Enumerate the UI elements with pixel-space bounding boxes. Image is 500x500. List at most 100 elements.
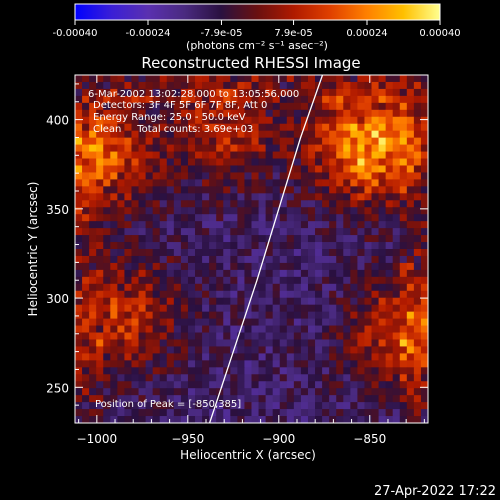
heatmap-cell [357, 75, 365, 83]
heatmap-cell [230, 242, 238, 250]
heatmap-cell [202, 269, 210, 278]
heatmap-cell [371, 158, 379, 166]
heatmap-cell [350, 214, 358, 222]
heatmap-cell [378, 395, 387, 403]
heatmap-cell [251, 186, 259, 194]
heatmap-cell [336, 332, 344, 340]
heatmap-cell [209, 360, 217, 368]
heatmap-cell [279, 242, 288, 250]
heatmap-cell [166, 137, 175, 145]
heatmap-cell [315, 75, 323, 83]
heatmap-cell [187, 332, 196, 340]
heatmap-cell [138, 186, 146, 194]
heatmap-cell [195, 207, 203, 215]
heatmap-cell [293, 179, 302, 187]
heatmap-cell [385, 144, 394, 152]
heatmap-cell [378, 353, 387, 361]
heatmap-cell [216, 172, 224, 180]
heatmap-cell [202, 158, 210, 166]
heatmap-cell [216, 332, 224, 340]
heatmap-cell [413, 95, 422, 104]
heatmap-cell [265, 367, 274, 375]
heatmap-cell [343, 402, 351, 410]
heatmap-cell [75, 81, 83, 90]
heatmap-cell [300, 325, 309, 333]
heatmap-cell [166, 381, 175, 389]
heatmap-cell [307, 311, 316, 319]
heatmap-cell [96, 75, 104, 83]
heatmap-cell [216, 109, 224, 118]
annotation-detectors: Detectors: 3F 4F 5F 6F 7F 8F, Att 0 [93, 100, 267, 111]
heatmap-cell [279, 318, 288, 326]
heatmap-cell [272, 123, 281, 132]
heatmap-cell [124, 165, 132, 173]
heatmap-cell [96, 353, 104, 361]
heatmap-cell [286, 353, 295, 361]
heatmap-cell [110, 81, 118, 90]
heatmap-cell [209, 262, 217, 271]
heatmap-cell [286, 172, 295, 180]
heatmap-cell [392, 130, 401, 139]
heatmap-cell [293, 116, 302, 125]
heatmap-cell [371, 172, 379, 180]
heatmap-cell [223, 297, 231, 306]
heatmap-cell [336, 269, 344, 278]
heatmap-cell [159, 311, 168, 319]
heatmap-cell [336, 137, 344, 145]
heatmap-cell [180, 193, 189, 201]
heatmap-cell [251, 416, 259, 423]
heatmap-cell [413, 165, 422, 173]
heatmap-cell [124, 123, 132, 132]
heatmap-cell [195, 109, 203, 118]
heatmap-cell [223, 123, 231, 132]
heatmap-cell [399, 416, 408, 423]
heatmap-cell [166, 221, 175, 229]
heatmap-cell [89, 262, 97, 271]
heatmap-cell [180, 88, 189, 97]
heatmap-cell [322, 304, 330, 313]
heatmap-cell [293, 297, 302, 306]
heatmap-cell [159, 409, 168, 417]
heatmap-cell [159, 374, 168, 382]
heatmap-cell [96, 332, 104, 340]
colorbar-tick-label: 0.00040 [419, 28, 460, 39]
heatmap-cell [159, 269, 168, 278]
heatmap-cell [195, 381, 203, 389]
heatmap-cell [406, 374, 415, 382]
heatmap-cell [216, 165, 224, 173]
heatmap-cell [322, 276, 330, 285]
heatmap-cell [350, 297, 358, 306]
heatmap-cell [159, 81, 168, 90]
heatmap-cell [406, 249, 415, 257]
heatmap-cell [272, 283, 281, 292]
heatmap-cell [413, 109, 422, 118]
heatmap-cell [96, 381, 104, 389]
heatmap-cell [392, 123, 401, 132]
heatmap-cell [371, 269, 379, 278]
heatmap-cell [230, 276, 238, 285]
heatmap-cell [364, 179, 372, 187]
heatmap-cell [371, 283, 379, 292]
heatmap-cell [307, 318, 316, 326]
heatmap-cell [89, 123, 97, 132]
heatmap-cell [131, 109, 139, 118]
heatmap-cell [420, 179, 428, 187]
heatmap-cell [357, 353, 365, 361]
heatmap-cell [357, 151, 365, 159]
heatmap-cell [145, 81, 154, 90]
heatmap-cell [336, 318, 344, 326]
heatmap-cell [378, 249, 387, 257]
heatmap-cell [216, 346, 224, 354]
heatmap-cell [131, 151, 139, 159]
heatmap-cell [385, 88, 394, 97]
heatmap-cell [385, 228, 394, 236]
heatmap-cell [131, 242, 139, 250]
heatmap-cell [350, 95, 358, 104]
heatmap-cell [420, 388, 428, 396]
heatmap-cell [385, 395, 394, 403]
heatmap-cell [131, 276, 139, 285]
heatmap-cell [202, 172, 210, 180]
heatmap-cell [378, 81, 387, 90]
heatmap-cell [406, 102, 415, 111]
heatmap-cell [293, 214, 302, 222]
